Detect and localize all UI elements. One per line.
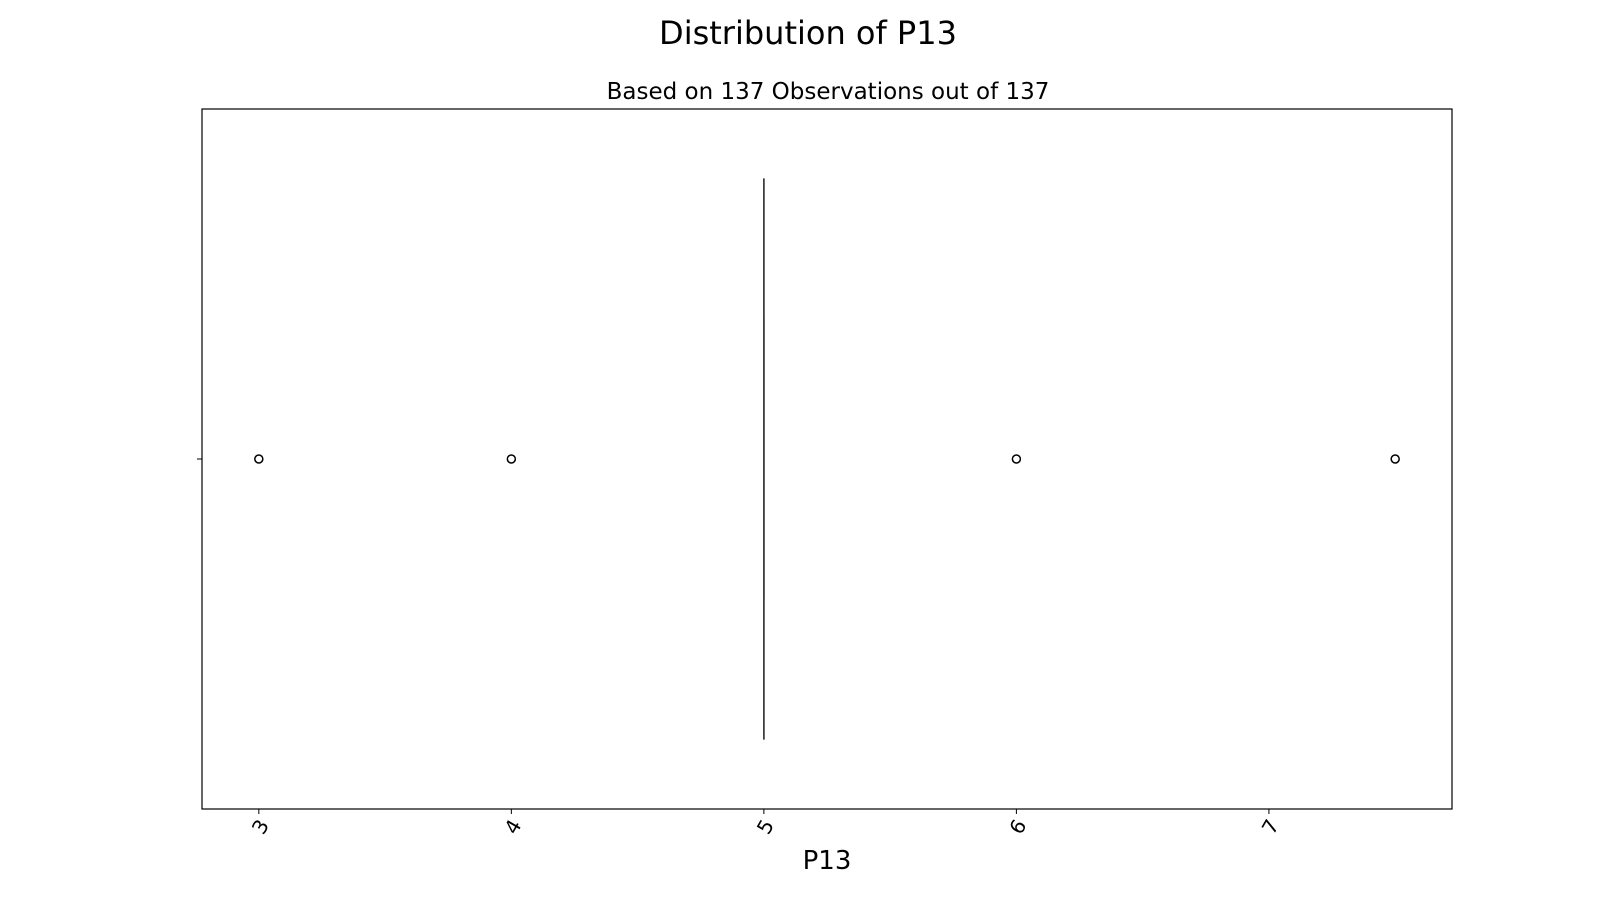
x-tick-label: 7 <box>1257 815 1284 838</box>
plot-frame <box>202 109 1452 809</box>
outlier-point <box>1391 455 1399 463</box>
outlier-point <box>1012 455 1020 463</box>
x-axis-label: P13 <box>803 846 852 876</box>
chart-subtitle: Based on 137 Observations out of 137 <box>607 79 1050 105</box>
x-tick-label: 3 <box>247 815 274 838</box>
x-axis-ticks: 3 4 5 6 7 <box>247 809 1284 838</box>
chart-title: Distribution of P13 <box>659 14 957 52</box>
outlier-point <box>507 455 515 463</box>
x-tick-label: 6 <box>1004 815 1031 838</box>
x-tick-label: 4 <box>499 815 526 838</box>
x-tick-label: 5 <box>752 815 779 838</box>
plot-area <box>255 179 1399 739</box>
outlier-point <box>255 455 263 463</box>
